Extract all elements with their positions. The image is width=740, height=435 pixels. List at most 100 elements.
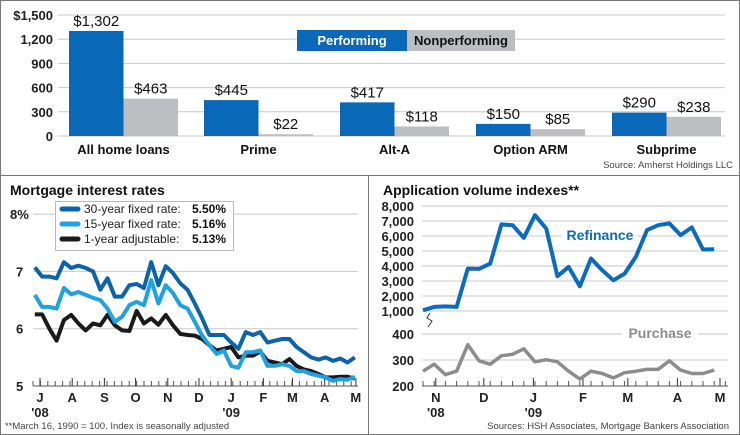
y-tick-label: 3,000 [381, 274, 414, 289]
purchase-line [422, 342, 715, 381]
legend-label-rate-15yr: 15-year fixed rate: [84, 217, 181, 231]
x-tick-label: N [163, 390, 172, 405]
category-label: Prime [240, 142, 276, 157]
rate-15yr-line [33, 278, 356, 383]
y-tick-label: 2,000 [381, 289, 414, 304]
y-tick-label: 1,200 [20, 32, 53, 47]
performing-bar [476, 123, 531, 136]
legend-label-rate-30yr: 30-year fixed rate: [84, 202, 181, 216]
x-tick-label: M [350, 390, 361, 405]
x-tick-label: S [100, 390, 109, 405]
y-tick-label: 5 [16, 379, 23, 394]
performing-bar [69, 30, 124, 136]
bar-chart-source: Source: Amherst Holdings LLC [603, 160, 733, 171]
y-tick-label: 0 [46, 129, 53, 144]
purchase-label: Purchase [628, 325, 691, 341]
rates-chart-title: Mortgage interest rates [10, 182, 165, 198]
legend-swatch-nonperforming [407, 30, 515, 51]
bar-value-label: $463 [134, 81, 167, 98]
legend-label-rate-1yr: 1-year adjustable: [84, 232, 179, 246]
bar-value-label: $150 [487, 106, 520, 123]
legend-value-rate-1yr: 5.13% [192, 232, 226, 246]
x-tick-label: A [68, 390, 78, 405]
legend-value-rate-15yr: 5.16% [192, 217, 226, 231]
volume-chart-source: Sources: HSH Associates, Mortgage Banker… [487, 421, 729, 432]
nonperforming-bar [666, 116, 721, 136]
y-tick-label: 200 [392, 379, 414, 394]
bar-value-label: $118 [406, 108, 438, 125]
y-tick-label: 400 [392, 327, 414, 342]
legend: Performing Nonperforming [297, 30, 515, 51]
y-tick-label: 7,000 [381, 214, 414, 229]
year-label: '08 [31, 405, 49, 420]
category-label: Subprime [637, 142, 697, 157]
year-label: '09 [525, 405, 543, 420]
rates-legend: 30-year fixed rate: 5.50% 15-year fixed ra… [55, 201, 234, 251]
x-tick-label: O [131, 390, 141, 405]
performing-bar [340, 102, 395, 136]
x-tick-label: D [194, 390, 203, 405]
y-tick-label: $1,500 [13, 8, 53, 23]
category-label: Option ARM [493, 142, 568, 157]
x-tick-label: J [36, 390, 43, 405]
rate-1yr-line [34, 308, 356, 381]
legend-value-rate-30yr: 5.50% [192, 202, 226, 216]
bar-value-label: $85 [545, 111, 570, 128]
x-tick-label: N [431, 390, 440, 405]
legend-swatch-performing [297, 30, 407, 51]
x-tick-label: F [259, 390, 267, 405]
application-volume-chart: 1,0002,0003,0004,0005,0006,0007,0008,000… [381, 199, 728, 420]
y-tick-label: 8,000 [381, 199, 414, 214]
loan-status-bar-chart: 0 300 600 900 1,200 $1,500 $1,302 $463 All home … [13, 8, 725, 157]
bar-value-label: $22 [273, 116, 298, 133]
mortgage-rates-chart: 5 6 7 8% J A S O N D J F M A M '08 '09 30-year fixed rate… [10, 201, 361, 420]
nonperforming-bar [123, 98, 178, 136]
x-tick-label: M [287, 390, 298, 405]
legend-box [55, 201, 234, 251]
legend-label-performing: Performing [317, 33, 386, 48]
y-tick-label: 6,000 [381, 229, 414, 244]
refinance-line [422, 213, 715, 313]
x-tick-label: M [622, 390, 633, 405]
x-tick-label: F [579, 390, 587, 405]
bar-value-label: $238 [677, 99, 710, 116]
y-tick-label: 4,000 [381, 259, 414, 274]
y-tick-label: 8% [10, 207, 29, 222]
label-bg [562, 224, 638, 242]
bar-value-label: $417 [351, 84, 384, 101]
y-tick-label: 300 [392, 353, 414, 368]
x-tick-label: J [530, 390, 537, 405]
label-bg [622, 322, 698, 340]
x-tick-label: M [715, 390, 726, 405]
performing-bar [612, 112, 667, 136]
y-tick-label: 900 [31, 56, 53, 71]
volume-chart-title: Application volume indexes** [383, 182, 580, 198]
y-tick-label: 600 [31, 81, 53, 96]
bar-value-label: $1,302 [73, 13, 119, 30]
nonperforming-bar [530, 129, 585, 136]
category-label: All home loans [77, 142, 169, 157]
x-tick-label: A [320, 390, 330, 405]
y-tick-label: 7 [16, 264, 23, 279]
x-tick-label: J [228, 390, 235, 405]
year-label: '08 [427, 405, 445, 420]
rate-30yr-line [33, 260, 356, 365]
legend-label-nonperforming: Nonperforming [414, 33, 508, 48]
y-tick-label: 1,000 [381, 304, 414, 319]
category-label: Alt-A [379, 142, 411, 157]
performing-bar [204, 100, 259, 136]
bar-value-label: $290 [623, 95, 656, 112]
refinance-label: Refinance [567, 227, 634, 243]
year-label: '09 [222, 405, 240, 420]
nonperforming-bar [394, 126, 449, 136]
x-tick-label: D [479, 390, 488, 405]
footnote: **March 16, 1990 = 100. Index is seasona… [5, 421, 229, 432]
bar-value-label: $445 [215, 82, 248, 99]
x-tick-label: A [673, 390, 683, 405]
y-tick-label: 6 [16, 322, 23, 337]
y-tick-label: 300 [31, 105, 53, 120]
y-tick-label: 5,000 [381, 244, 414, 259]
nonperforming-bar [258, 134, 313, 136]
axis-break-icon [426, 312, 433, 328]
